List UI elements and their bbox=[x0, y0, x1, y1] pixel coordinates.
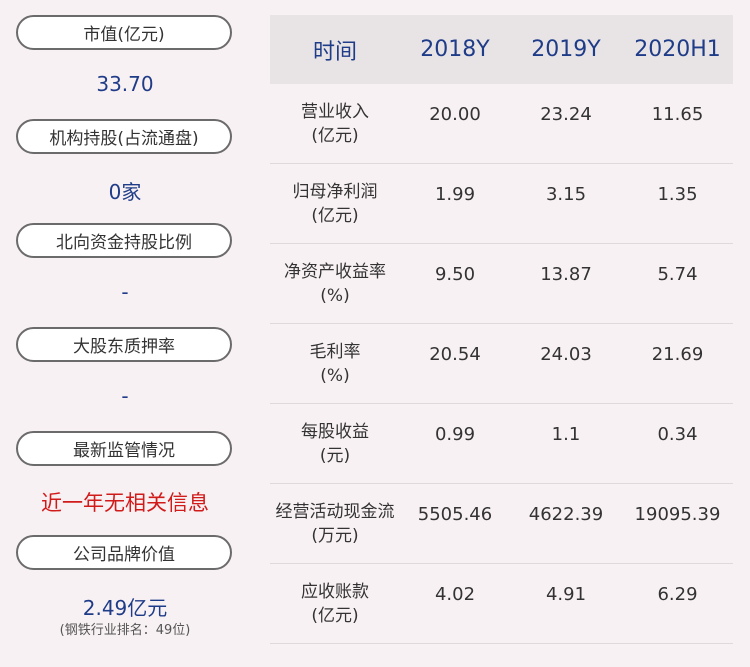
market-cap-label: 市值(亿元) bbox=[16, 15, 232, 50]
row-name: 营业收入 bbox=[301, 102, 369, 122]
cell-2018y: 9.50 bbox=[434, 264, 476, 285]
institutions-value: 0家 bbox=[108, 180, 142, 204]
cell-2020h1: 21.69 bbox=[651, 344, 704, 365]
cell-2020h1: 19095.39 bbox=[634, 504, 721, 525]
cell-2020h1: 6.29 bbox=[657, 584, 698, 605]
brand-rank: (钢铁行业排名：49位) bbox=[59, 623, 191, 638]
table-row: 净资产收益率 (%) 9.50 13.87 5.74 bbox=[270, 244, 733, 324]
cell-2020h1: 1.35 bbox=[657, 184, 698, 205]
cell-2019y: 23.24 bbox=[540, 104, 592, 125]
cell-2019y: 13.87 bbox=[540, 264, 592, 285]
row-label: 毛利率 (%) bbox=[270, 340, 400, 388]
row-unit: (%) bbox=[320, 366, 350, 386]
row-unit: (万元) bbox=[311, 526, 359, 546]
header-time: 时间 bbox=[312, 39, 357, 65]
row-name: 毛利率 bbox=[309, 342, 361, 362]
institutions-label: 机构持股(占流通盘) bbox=[16, 119, 232, 154]
table-row: 每股收益 (元) 0.99 1.1 0.34 bbox=[270, 404, 733, 484]
row-unit: (元) bbox=[319, 446, 351, 466]
cell-2018y: 5505.46 bbox=[417, 504, 493, 525]
row-label: 归母净利润 (亿元) bbox=[270, 180, 400, 228]
table-row: 应收账款 (亿元) 4.02 4.91 6.29 bbox=[270, 564, 733, 644]
row-label: 经营活动现金流 (万元) bbox=[270, 500, 400, 548]
summary-panel: 市值(亿元) 33.70 机构持股(占流通盘) 0家 北向资金持股比例 - 大股… bbox=[0, 0, 250, 667]
pledge-label: 大股东质押率 bbox=[16, 327, 232, 362]
row-label: 应收账款 (亿元) bbox=[270, 580, 400, 628]
cell-2018y: 20.54 bbox=[429, 344, 481, 365]
row-name: 净资产收益率 bbox=[284, 262, 386, 282]
brand-label: 公司品牌价值 bbox=[16, 535, 232, 570]
table-header: 时间 2018Y 2019Y 2020H1 bbox=[270, 15, 733, 84]
cell-2018y: 1.99 bbox=[434, 184, 476, 205]
row-name: 归母净利润 bbox=[292, 182, 378, 202]
cell-2018y: 20.00 bbox=[429, 104, 481, 125]
row-label: 营业收入 (亿元) bbox=[270, 100, 400, 148]
pledge-value: - bbox=[121, 384, 129, 408]
cell-2019y: 3.15 bbox=[545, 184, 587, 205]
header-2019y: 2019Y bbox=[531, 37, 601, 62]
cell-2020h1: 11.65 bbox=[651, 104, 704, 125]
cell-2020h1: 5.74 bbox=[657, 264, 698, 285]
table-row: 毛利率 (%) 20.54 24.03 21.69 bbox=[270, 324, 733, 404]
row-label: 净资产收益率 (%) bbox=[270, 260, 400, 308]
header-2018y: 2018Y bbox=[420, 37, 490, 62]
northbound-value: - bbox=[121, 280, 129, 304]
row-unit: (亿元) bbox=[311, 606, 359, 626]
cell-2018y: 4.02 bbox=[434, 584, 476, 605]
row-unit: (亿元) bbox=[311, 206, 359, 226]
northbound-label: 北向资金持股比例 bbox=[16, 223, 232, 258]
row-name: 经营活动现金流 bbox=[275, 502, 395, 522]
row-unit: (亿元) bbox=[311, 126, 359, 146]
cell-2019y: 1.1 bbox=[551, 424, 581, 445]
financial-table: 时间 2018Y 2019Y 2020H1 营业收入 (亿元) 20.00 23.… bbox=[270, 15, 733, 644]
market-cap-value: 33.70 bbox=[96, 72, 154, 96]
table-row: 营业收入 (亿元) 20.00 23.24 11.65 bbox=[270, 84, 733, 164]
row-name: 每股收益 bbox=[301, 422, 369, 442]
header-2020h1: 2020H1 bbox=[634, 37, 721, 62]
regulation-label: 最新监管情况 bbox=[16, 431, 232, 466]
cell-2019y: 24.03 bbox=[540, 344, 592, 365]
row-name: 应收账款 bbox=[301, 582, 369, 602]
row-label: 每股收益 (元) bbox=[270, 420, 400, 468]
table-row: 经营活动现金流 (万元) 5505.46 4622.39 19095.39 bbox=[270, 484, 733, 564]
table-row: 归母净利润 (亿元) 1.99 3.15 1.35 bbox=[270, 164, 733, 244]
cell-2018y: 0.99 bbox=[434, 424, 476, 445]
cell-2020h1: 0.34 bbox=[657, 424, 698, 445]
row-unit: (%) bbox=[320, 286, 350, 306]
brand-value: 2.49亿元 bbox=[82, 596, 168, 620]
regulation-value: 近一年无相关信息 bbox=[41, 491, 209, 515]
cell-2019y: 4.91 bbox=[545, 584, 587, 605]
cell-2019y: 4622.39 bbox=[528, 504, 604, 525]
